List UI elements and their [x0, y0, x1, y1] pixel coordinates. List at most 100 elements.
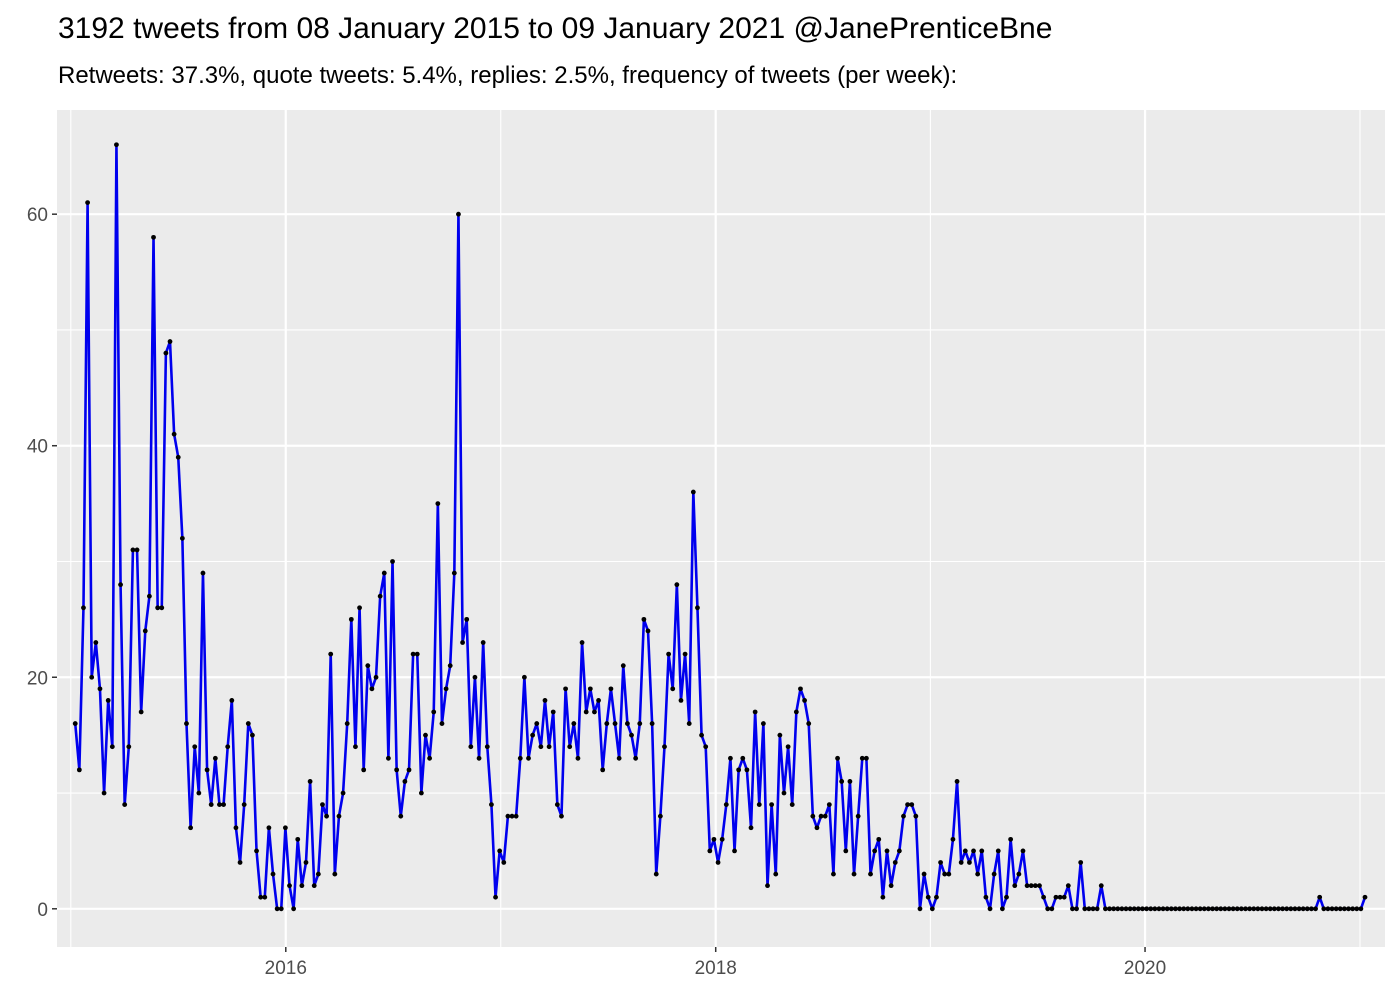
- data-point: [233, 825, 239, 831]
- data-point: [1012, 883, 1018, 889]
- data-point: [72, 721, 78, 726]
- data-point: [361, 767, 367, 773]
- data-point: [633, 755, 639, 761]
- data-point: [451, 570, 457, 576]
- data-point: [1090, 906, 1096, 912]
- data-point: [550, 709, 556, 715]
- data-point: [777, 732, 783, 738]
- data-point: [1032, 883, 1038, 889]
- data-point: [798, 686, 803, 692]
- data-point: [715, 860, 721, 865]
- data-point: [85, 200, 90, 206]
- data-point: [1053, 894, 1059, 900]
- data-point: [1263, 906, 1269, 912]
- data-point: [307, 779, 313, 784]
- data-point: [538, 744, 544, 750]
- data-point: [89, 674, 95, 680]
- data-point: [1177, 906, 1182, 912]
- data-point: [839, 779, 845, 784]
- data-point: [559, 813, 564, 819]
- data-point: [967, 860, 972, 865]
- data-point: [929, 906, 935, 912]
- data-point: [386, 755, 391, 761]
- data-point: [901, 813, 906, 819]
- data-point: [1181, 906, 1187, 912]
- data-point: [892, 860, 898, 865]
- data-point: [847, 779, 853, 784]
- data-point: [695, 605, 700, 611]
- data-point: [843, 848, 849, 854]
- data-point: [497, 848, 503, 854]
- data-point: [163, 350, 169, 356]
- y-tick-label: 40: [27, 437, 48, 458]
- data-point: [975, 871, 981, 877]
- data-point: [896, 848, 902, 854]
- data-point: [97, 686, 103, 692]
- data-point: [567, 744, 573, 750]
- data-point: [398, 813, 404, 819]
- data-point: [336, 813, 342, 819]
- data-point: [254, 848, 259, 854]
- data-point: [381, 570, 387, 576]
- data-point: [278, 906, 284, 912]
- data-point: [678, 698, 684, 703]
- data-point: [1206, 906, 1211, 912]
- data-point: [765, 883, 770, 889]
- data-point: [699, 732, 704, 738]
- data-point: [303, 860, 309, 865]
- data-point: [773, 871, 779, 877]
- data-point: [666, 651, 672, 657]
- data-point: [711, 836, 717, 842]
- data-point: [909, 802, 915, 808]
- data-point: [1168, 906, 1174, 912]
- data-point: [563, 686, 568, 692]
- data-point: [1148, 906, 1154, 912]
- data-point: [810, 813, 816, 819]
- data-point: [1016, 871, 1022, 877]
- data-point: [76, 767, 82, 773]
- data-point: [435, 501, 441, 507]
- data-point: [122, 802, 128, 808]
- data-point: [826, 802, 832, 808]
- data-point: [587, 686, 593, 692]
- plot-panel: [57, 110, 1385, 947]
- data-point: [1313, 906, 1318, 912]
- data-point: [1296, 906, 1302, 912]
- data-point: [188, 825, 194, 831]
- data-point: [390, 559, 395, 564]
- data-point: [625, 721, 630, 726]
- data-point: [818, 813, 824, 819]
- data-point: [1074, 906, 1079, 912]
- data-point: [1292, 906, 1298, 912]
- data-point: [534, 721, 540, 726]
- data-point: [637, 721, 643, 726]
- data-point: [719, 836, 725, 842]
- data-point: [493, 894, 498, 900]
- data-point: [291, 906, 297, 912]
- data-point: [1173, 906, 1178, 912]
- data-point: [1037, 883, 1042, 889]
- data-point: [1255, 906, 1261, 912]
- data-point: [1350, 906, 1356, 912]
- data-point: [414, 651, 420, 657]
- data-point: [1259, 906, 1265, 912]
- data-point: [954, 779, 960, 784]
- data-point: [480, 640, 486, 645]
- data-point: [468, 744, 474, 750]
- data-point: [1107, 906, 1112, 912]
- data-point: [517, 755, 523, 761]
- data-point: [769, 802, 775, 808]
- data-point: [406, 767, 412, 773]
- data-point: [884, 848, 890, 854]
- data-point: [171, 431, 177, 437]
- data-point: [1271, 906, 1277, 912]
- chart-subtitle: Retweets: 37.3%, quote tweets: 5.4%, rep…: [58, 62, 958, 89]
- data-point: [262, 894, 268, 900]
- data-point: [274, 906, 280, 912]
- data-point: [258, 894, 264, 900]
- data-point: [781, 790, 787, 796]
- y-tick-label: 20: [27, 668, 48, 689]
- data-point: [134, 547, 140, 553]
- data-point: [921, 871, 927, 877]
